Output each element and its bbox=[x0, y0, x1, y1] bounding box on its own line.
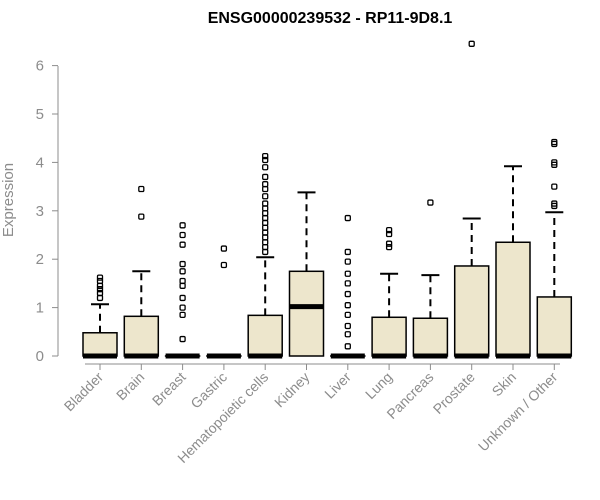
box-skin bbox=[495, 165, 531, 359]
box-breast bbox=[164, 222, 201, 359]
outlier-point bbox=[427, 199, 434, 206]
outlier-point bbox=[344, 258, 351, 265]
outlier-point bbox=[179, 277, 186, 285]
y-axis-label: Expression bbox=[0, 163, 17, 237]
x-tick-label: Prostate bbox=[430, 369, 478, 417]
y-tick-label: 0 bbox=[36, 348, 44, 365]
outlier-point bbox=[179, 260, 186, 268]
outlier-point bbox=[385, 227, 393, 234]
box-kidney bbox=[288, 191, 325, 357]
outlier-point bbox=[179, 304, 186, 311]
y-axis-ticks: 0 1 2 3 4 5 6 bbox=[36, 58, 58, 365]
outlier-point bbox=[179, 335, 186, 343]
box-rect bbox=[123, 315, 160, 357]
outlier-point bbox=[385, 230, 393, 238]
outlier-point bbox=[96, 286, 104, 293]
box-gastric bbox=[206, 245, 242, 359]
outlier-point bbox=[551, 159, 558, 166]
outlier-point bbox=[179, 231, 186, 239]
y-tick-label: 3 bbox=[36, 203, 44, 220]
x-tick-label: Bladder bbox=[61, 369, 107, 415]
y-tick-label: 1 bbox=[36, 300, 44, 317]
box-rect bbox=[453, 265, 490, 357]
outlier-point bbox=[220, 261, 228, 269]
outlier-point bbox=[551, 183, 558, 190]
outlier-point bbox=[344, 322, 351, 330]
outlier-point bbox=[138, 185, 145, 193]
outlier-point bbox=[179, 268, 186, 275]
outlier-point bbox=[179, 241, 186, 248]
chart-title: ENSG00000239532 - RP11-9D8.1 bbox=[208, 10, 453, 27]
outlier-point bbox=[262, 173, 269, 181]
box-rect bbox=[288, 270, 325, 357]
outlier-point bbox=[262, 181, 269, 188]
box-pancreas bbox=[412, 199, 449, 359]
box-rect bbox=[82, 332, 118, 357]
outlier-point bbox=[179, 311, 186, 319]
outlier-point bbox=[344, 270, 351, 277]
box-rect bbox=[371, 316, 407, 357]
box-rect bbox=[247, 314, 283, 357]
y-tick-label: 4 bbox=[36, 154, 44, 171]
box-brain bbox=[123, 185, 160, 359]
outlier-point bbox=[344, 280, 351, 287]
outlier-point bbox=[468, 40, 475, 47]
box-lung bbox=[371, 227, 407, 359]
outlier-point bbox=[344, 343, 351, 350]
box-prostate bbox=[453, 40, 490, 359]
outlier-point bbox=[138, 213, 145, 220]
outlier-point bbox=[220, 245, 228, 252]
outlier-point bbox=[179, 222, 186, 229]
outlier-point bbox=[262, 152, 269, 160]
box-bladder bbox=[82, 274, 118, 359]
outlier-point bbox=[344, 302, 351, 309]
x-tick-label: Kidney bbox=[271, 369, 313, 411]
y-tick-label: 5 bbox=[36, 106, 44, 123]
outlier-point bbox=[385, 243, 393, 251]
outlier-point bbox=[551, 200, 558, 207]
x-tick-label: Lung bbox=[362, 369, 395, 402]
box-rect bbox=[412, 317, 449, 357]
x-tick-label: Skin bbox=[489, 369, 520, 400]
outlier-point bbox=[344, 331, 351, 338]
x-tick-label: Breast bbox=[149, 369, 189, 409]
outlier-point bbox=[344, 290, 351, 298]
box-liver bbox=[330, 214, 366, 359]
x-tick-label: Brain bbox=[113, 369, 147, 403]
box-rect bbox=[536, 296, 573, 357]
box-unknown-other bbox=[536, 138, 573, 359]
y-tick-label: 6 bbox=[36, 58, 44, 75]
outlier-point bbox=[385, 240, 393, 247]
outlier-point bbox=[344, 214, 351, 222]
box-group bbox=[82, 40, 573, 359]
outlier-point bbox=[344, 248, 351, 256]
outlier-point bbox=[96, 277, 104, 285]
outlier-point bbox=[96, 289, 104, 297]
box-rect bbox=[495, 241, 531, 357]
outlier-point bbox=[344, 311, 351, 319]
outlier-point bbox=[262, 193, 269, 200]
outlier-point bbox=[551, 138, 558, 146]
outlier-point bbox=[262, 200, 269, 207]
outlier-point bbox=[96, 274, 104, 281]
box-hematopoietic-cells bbox=[247, 152, 283, 359]
outlier-point bbox=[262, 156, 269, 164]
y-tick-label: 2 bbox=[36, 251, 44, 268]
outlier-point bbox=[262, 164, 269, 171]
outlier-point bbox=[179, 294, 186, 302]
x-tick-label: Liver bbox=[321, 369, 354, 402]
